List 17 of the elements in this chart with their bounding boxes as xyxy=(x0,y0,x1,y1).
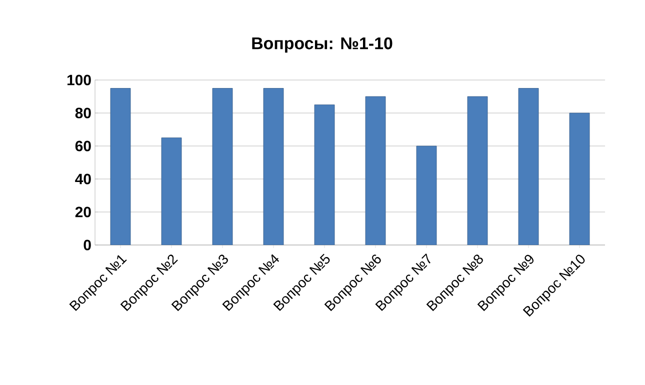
bar xyxy=(467,96,488,245)
bar xyxy=(365,96,386,245)
y-tick-label: 40 xyxy=(75,174,91,184)
bar xyxy=(263,88,284,245)
bar xyxy=(314,104,335,245)
y-tick-label: 20 xyxy=(75,206,91,218)
y-tick-label: 80 xyxy=(75,108,91,118)
y-tick-label: 60 xyxy=(75,140,91,152)
y-tick-label: 0 xyxy=(84,240,91,250)
bar xyxy=(161,138,182,245)
chart-title: Вопросы: №1-10 xyxy=(252,37,392,53)
bar xyxy=(569,112,590,245)
bar xyxy=(518,88,539,245)
y-tick-label: 100 xyxy=(67,74,91,86)
bar xyxy=(110,88,131,245)
bar xyxy=(212,88,233,245)
bar xyxy=(416,146,437,245)
